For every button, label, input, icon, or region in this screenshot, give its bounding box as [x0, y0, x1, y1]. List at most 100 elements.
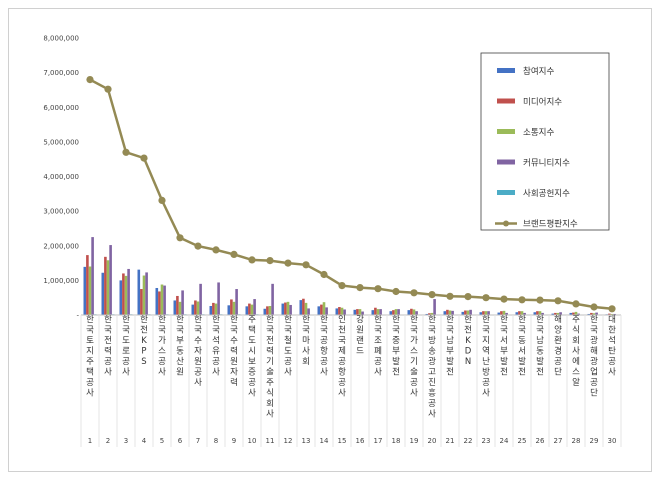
bar	[479, 312, 483, 315]
bar	[461, 311, 465, 315]
bar	[430, 312, 434, 315]
bar	[101, 272, 105, 315]
bar	[443, 311, 447, 315]
bar	[284, 302, 287, 315]
line-point	[608, 305, 616, 313]
bar	[410, 308, 413, 315]
legend-swatch	[497, 98, 515, 104]
bar	[446, 309, 449, 315]
bar	[227, 305, 231, 315]
rank-label: 28	[572, 437, 581, 445]
y-tick-label: 8,000,000	[43, 35, 79, 43]
bar	[104, 256, 107, 315]
rank-label: 8	[214, 437, 218, 445]
bar	[217, 282, 220, 315]
bar	[127, 268, 130, 315]
legend-swatch	[497, 159, 515, 165]
bar	[155, 287, 159, 315]
legend-box	[480, 52, 610, 231]
rank-label: 19	[410, 437, 419, 445]
bar	[500, 311, 503, 315]
bar	[176, 295, 179, 315]
bar	[119, 280, 123, 316]
rank-label: 4	[142, 437, 147, 445]
legend-swatch	[497, 129, 515, 134]
bar	[572, 312, 575, 315]
bar	[554, 312, 557, 315]
y-tick-label: 2,000,000	[43, 242, 79, 250]
bar	[163, 285, 166, 315]
bar	[592, 313, 596, 315]
bar	[142, 275, 146, 315]
bar	[106, 260, 110, 315]
line-point	[464, 293, 472, 301]
line-point	[230, 250, 238, 258]
bar	[505, 312, 508, 315]
bar	[577, 313, 580, 315]
legend-label: 미디어지수	[523, 97, 562, 108]
rank-label: 18	[392, 437, 401, 445]
bar	[212, 302, 215, 315]
legend-label: 참여지수	[523, 66, 554, 77]
bar	[425, 313, 429, 315]
bar	[263, 308, 267, 315]
line-point	[392, 287, 400, 296]
bar	[194, 300, 197, 315]
bar	[86, 255, 89, 315]
y-tick-label: 7,000,000	[43, 69, 79, 77]
bar	[196, 301, 200, 315]
bar	[590, 312, 593, 315]
rank-label: 29	[590, 437, 599, 445]
bar	[538, 311, 542, 315]
bar	[307, 308, 310, 315]
bar	[235, 289, 238, 315]
bar	[613, 313, 616, 315]
bar	[394, 309, 398, 315]
bar	[515, 312, 519, 315]
bar	[389, 311, 393, 315]
rank-label: 16	[356, 437, 365, 445]
rank-label: 23	[482, 437, 491, 445]
bar	[302, 298, 305, 315]
bar	[343, 309, 346, 315]
bar	[610, 313, 614, 315]
x-axis: 한 국 토 지 주 택 공 사 1 한 국 전 력 공 사 2 한 국 도 로 공 사 3 한 전 K P S 4 한 국 가 스 공 사 5 한 국 부 동…	[80, 314, 622, 447]
rank-label: 7	[196, 437, 200, 445]
bar	[356, 309, 359, 315]
rank-label: 22	[464, 437, 473, 445]
bar	[248, 303, 251, 315]
legend-label: 소통지수	[523, 128, 554, 138]
rank-label: 13	[302, 437, 311, 445]
y-tick-label: 1,000,000	[43, 277, 79, 285]
line-point	[158, 196, 166, 204]
bar	[317, 306, 321, 315]
line-point	[572, 300, 580, 308]
bar	[158, 291, 161, 315]
bar	[487, 311, 490, 315]
bar	[88, 266, 92, 315]
bar	[448, 310, 452, 315]
line-series	[86, 76, 616, 313]
y-axis: - 1,000,000 2,000,000 3,000,000 4,000,000 5,0…	[43, 35, 79, 320]
rank-label: 10	[248, 437, 257, 445]
rank-label: 12	[284, 437, 293, 445]
rank-label: 6	[178, 437, 183, 445]
bar	[451, 310, 454, 315]
bar	[556, 312, 560, 315]
bar	[232, 301, 236, 315]
bar	[91, 237, 94, 315]
bar	[209, 306, 213, 315]
